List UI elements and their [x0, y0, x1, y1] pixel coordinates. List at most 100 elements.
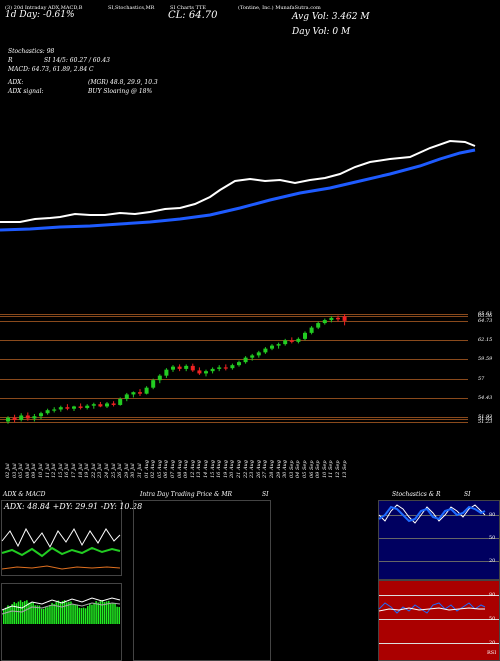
candle-body	[289, 340, 294, 342]
candle-body	[131, 392, 136, 395]
ema-fast-line	[0, 139, 476, 223]
macd-bar	[53, 603, 55, 624]
candle-body	[270, 345, 274, 349]
date-label: 11 Sep	[328, 460, 335, 478]
macd-bar	[55, 602, 57, 624]
header-col-2: SI,Stochastics,MR	[108, 5, 155, 11]
candle-body	[276, 344, 281, 346]
adx-values: (MGR) 48.8, 29.9, 10.3	[88, 79, 158, 86]
macd-bar	[87, 606, 89, 624]
macd-bar	[80, 608, 83, 624]
date-label: 18 Jul	[77, 463, 84, 478]
macd-bar	[9, 606, 11, 624]
adx-label: ADX:	[8, 79, 24, 86]
candle-body	[105, 403, 109, 407]
date-label: 02 Jul	[5, 463, 11, 478]
price-level-label: 64.73	[478, 317, 493, 324]
price-level-line	[0, 339, 468, 341]
macd-panel	[1, 583, 122, 661]
date-label: 30 Aug	[282, 460, 289, 478]
candle-body	[217, 367, 222, 369]
macd-bar	[7, 605, 9, 624]
macd-bar	[99, 601, 102, 624]
macd-bar	[47, 607, 49, 624]
day-volume: Day Vol: 0 M	[292, 27, 351, 37]
moving-average-chart	[0, 139, 476, 232]
candle-body	[72, 406, 76, 409]
date-label: 24 Jul	[104, 463, 110, 478]
date-label: 10 Jul	[38, 463, 44, 478]
macd-bar	[24, 601, 26, 624]
macd-bar	[21, 602, 24, 624]
rsi-lines	[378, 602, 486, 614]
candle-body	[336, 317, 340, 320]
macd-bar	[51, 602, 53, 624]
date-label: 17 Jul	[71, 463, 77, 478]
date-label: 05 Jul	[18, 463, 25, 478]
macd-bar	[17, 601, 20, 624]
date-label: 19 Jul	[84, 463, 91, 478]
macd-histogram	[1, 597, 121, 624]
stochastics-value: Stochastics: 98	[8, 48, 55, 55]
macd-bar	[89, 603, 91, 624]
header-col-4: (Tontine, Inc.) MunafaSutra.com	[238, 5, 321, 11]
macd-bar	[74, 604, 76, 624]
date-label: 08 Aug	[176, 460, 183, 478]
macd-bar	[49, 604, 51, 624]
macd-bar	[66, 602, 68, 624]
price-level-label: 65.61	[478, 311, 493, 317]
macd-bar	[45, 606, 47, 624]
rsi-level-20: 20	[489, 640, 496, 646]
macd-bar	[78, 607, 81, 624]
candle-body	[329, 317, 334, 321]
candle-body	[296, 338, 301, 342]
candle-body	[283, 340, 288, 345]
macd-bar	[118, 606, 120, 624]
date-label: 09 Jul	[31, 463, 38, 478]
adx-panel: ADX: 48.84 +DY: 29.91 -DY: 10.28	[1, 500, 142, 576]
intraday-panel	[133, 500, 271, 661]
candle-body	[12, 417, 17, 420]
macd-bar	[97, 602, 99, 624]
date-label: 20 Aug	[229, 460, 236, 478]
price-level-line	[0, 314, 468, 315]
date-label: 08 Jul	[24, 463, 31, 478]
candle-body	[6, 417, 10, 422]
candle-body	[19, 415, 24, 420]
price-level-line	[0, 359, 468, 361]
stoch-panel-title: Stochastics & R	[392, 491, 441, 498]
adx-panel-title: ADX & MACD	[3, 491, 46, 498]
candle-body	[164, 369, 169, 376]
macd-bar	[61, 601, 64, 624]
candle-body	[151, 380, 156, 388]
price-level-line	[0, 422, 468, 423]
date-label: 31 Jul	[137, 463, 143, 478]
date-label: 12 Aug	[189, 460, 196, 478]
date-label: 12 Sep	[335, 460, 341, 478]
macd-bar	[63, 600, 66, 624]
adx-signal-label: ADX signal:	[8, 88, 44, 95]
candle-body	[39, 413, 43, 417]
date-label: 16 Aug	[216, 460, 223, 478]
rsi-level-80: 80	[489, 592, 496, 598]
adx-panel-values: ADX: 48.84 +DY: 29.91 -DY: 10.28	[4, 502, 143, 511]
date-label: 07 Aug	[170, 460, 176, 478]
date-label: 09 Aug	[183, 460, 190, 478]
date-label: 04 Sep	[295, 460, 302, 478]
candle-body	[190, 365, 195, 371]
macd-bar	[5, 607, 7, 624]
price-level-line	[0, 397, 468, 399]
price-level-line	[0, 315, 468, 317]
price-level-line	[0, 416, 468, 418]
macd-bar	[110, 603, 112, 624]
header-col-1: (3) 20d Intraday ADX,MACD,B	[5, 5, 83, 11]
macd-bar	[108, 600, 110, 624]
macd-bar	[101, 600, 104, 624]
date-label: 29 Jul	[123, 463, 130, 478]
date-label: 29 Aug	[275, 460, 282, 478]
macd-bar	[114, 603, 116, 624]
candle-body	[32, 416, 37, 419]
candle-body	[243, 357, 248, 363]
price-level-label: 62.15	[478, 336, 493, 343]
candle-body	[98, 404, 103, 407]
